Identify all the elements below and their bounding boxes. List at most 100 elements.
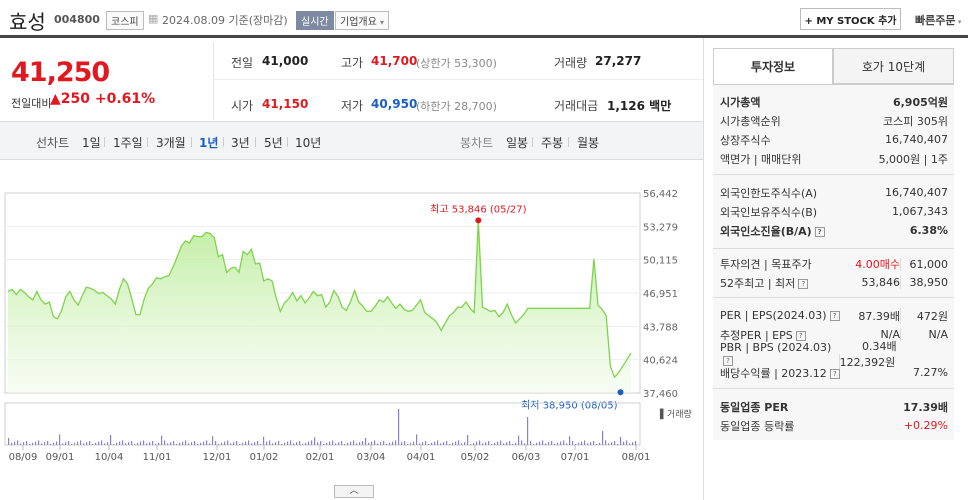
volume-bar	[236, 441, 238, 445]
low-price: 40,950	[371, 97, 418, 111]
price-line	[7, 220, 632, 379]
volume-bar	[605, 440, 607, 445]
tab-daily-candle[interactable]: 일봉	[506, 136, 529, 150]
volume-bar	[125, 443, 127, 445]
volume-bar	[536, 442, 538, 445]
tab-weekly-candle[interactable]: 주봉	[541, 136, 564, 150]
volume-bar	[509, 441, 511, 445]
corp-overview-dropdown[interactable]: 기업개요 ▾	[335, 11, 390, 30]
volume-bar	[473, 442, 475, 445]
tab-5year[interactable]: 5년	[264, 136, 283, 150]
volume-bar	[443, 442, 445, 445]
x-tick-label: 08/09	[9, 452, 38, 463]
volume-bar	[371, 441, 373, 445]
amount-label: 거래대금	[554, 99, 599, 113]
volume-bar	[449, 444, 451, 445]
divider	[191, 137, 192, 147]
market-badge: 코스피	[106, 11, 144, 30]
volume-bar	[98, 441, 100, 445]
volume-bar	[623, 441, 625, 445]
divider	[713, 174, 954, 175]
volume-bar	[227, 440, 229, 445]
realtime-button[interactable]: 실시간	[296, 11, 334, 30]
quick-order-link[interactable]: 빠른주문 ▾	[915, 12, 961, 28]
help-icon[interactable]: ?	[798, 278, 809, 289]
volume-bar	[587, 443, 589, 445]
divider	[713, 388, 954, 389]
info-value: 16,740,407	[885, 133, 948, 146]
info-label: 동일업종 등락률	[720, 419, 795, 433]
volume-bar	[401, 442, 403, 445]
volume-bar	[368, 442, 370, 445]
tab-monthly-candle[interactable]: 월봉	[577, 136, 600, 150]
info-label: PBR | BPS (2024.03)?	[720, 340, 832, 366]
help-icon[interactable]: ?	[829, 311, 840, 321]
volume-bar	[233, 442, 235, 445]
volume-bar	[44, 442, 46, 445]
volume-bar	[572, 441, 574, 445]
tab-invest-info[interactable]: 투자정보	[713, 48, 833, 84]
volume-bar	[14, 441, 16, 445]
volume-bar	[527, 417, 529, 445]
x-tick-label: 12/01	[203, 452, 232, 463]
volume-bar	[74, 442, 76, 445]
info-label: PER | EPS(2024.03)?	[720, 309, 840, 322]
tab-10year[interactable]: 10년	[295, 136, 322, 150]
low-label: 최저 38,950 (08/05)	[521, 399, 617, 411]
tab-3year[interactable]: 3년	[231, 136, 250, 150]
help-icon[interactable]: ?	[723, 355, 733, 366]
volume-bar	[26, 441, 28, 445]
info-label: 배당수익률 | 2023.12?	[720, 365, 840, 381]
volume-bar	[212, 436, 214, 445]
collapse-button[interactable]: ︿	[334, 485, 374, 498]
volume-bar	[119, 441, 121, 445]
y-tick-label: 43,788	[643, 322, 678, 333]
volume-bar	[245, 441, 247, 445]
change-percent: +0.61%	[94, 91, 156, 107]
volume-bar	[497, 441, 499, 445]
volume-bar	[488, 441, 490, 445]
volume-bar	[506, 442, 508, 445]
volume-bar	[146, 443, 148, 445]
price-chart[interactable]: 56,442 53,279 50,115 46,951 43,788 40,624 37,4…	[0, 160, 703, 485]
volume-bar	[311, 440, 313, 445]
volume-bar	[620, 436, 622, 445]
help-icon[interactable]: ?	[814, 226, 825, 237]
volume-bar	[53, 442, 55, 445]
info-value-part: N/A	[900, 328, 948, 341]
x-tick-label: 07/01	[561, 452, 590, 463]
divider	[713, 297, 954, 298]
volume-bar	[557, 442, 559, 445]
volume-bar	[224, 441, 226, 445]
volume-bar	[257, 441, 259, 445]
add-my-stock-button[interactable]: + MY STOCK 추가	[800, 8, 901, 30]
volume-bar	[578, 442, 580, 445]
volume-bar	[92, 444, 94, 445]
tab-1year[interactable]: 1년	[199, 136, 219, 150]
stock-name: 효성	[9, 10, 46, 34]
volume-bar	[116, 442, 118, 445]
volume-value: 27,277	[595, 54, 642, 68]
info-label: 투자의견 | 목표주가	[720, 257, 812, 271]
volume-bar	[140, 441, 142, 445]
volume-bar	[17, 440, 19, 445]
tab-1week[interactable]: 1주일	[113, 136, 143, 150]
info-value: 16,740,407	[885, 186, 948, 199]
volume-bar	[440, 443, 442, 445]
volume-bar	[305, 442, 307, 445]
volume-bar	[122, 440, 124, 445]
tab-orderbook[interactable]: 호가 10단계	[833, 48, 954, 84]
help-icon[interactable]: ?	[795, 330, 806, 341]
x-tick-label: 06/03	[512, 452, 541, 463]
volume-bar	[566, 443, 568, 445]
volume-bar	[215, 441, 217, 445]
low-marker	[617, 389, 624, 396]
volume-bar	[485, 442, 487, 445]
tab-3month[interactable]: 3개월	[156, 136, 186, 150]
info-value-part: 122,392원	[838, 353, 896, 370]
volume-bar	[602, 431, 604, 445]
help-icon[interactable]: ?	[829, 368, 840, 379]
amount-value: 1,126 백만	[607, 97, 671, 114]
volume-bar	[272, 443, 274, 445]
tab-1day[interactable]: 1일	[82, 136, 101, 150]
